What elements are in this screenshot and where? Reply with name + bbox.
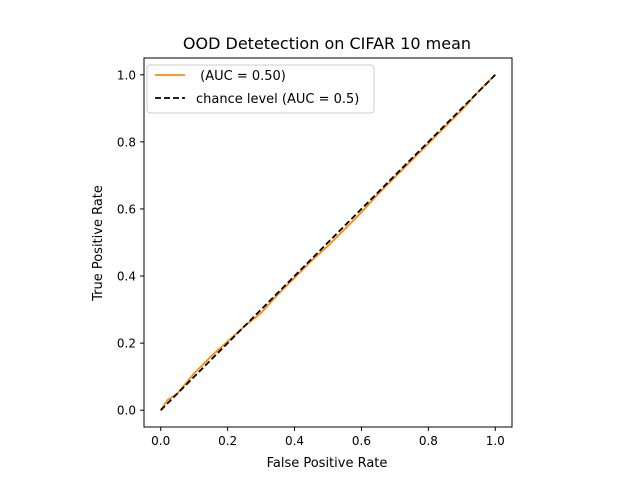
series-line-1 xyxy=(159,74,496,411)
legend-label-series-2: chance level (AUC = 0.5) xyxy=(196,92,359,107)
x-tick-label: 0.2 xyxy=(218,434,237,448)
legend-label-series-1: (AUC = 0.50) xyxy=(196,69,286,84)
plot-area: 0.0 0.2 0.4 0.6 0.8 1.0 0.0 0.2 0.4 0.6 0.8 1.0 xyxy=(117,57,513,448)
chart-title: OOD Detetection on CIFAR 10 mean xyxy=(183,34,471,53)
x-tick-label: 0.0 xyxy=(151,434,170,448)
x-tick-label: 1.0 xyxy=(486,434,505,448)
y-tick-label: 0.8 xyxy=(117,135,136,149)
y-axis-label: True Positive Rate xyxy=(91,185,106,302)
x-axis-label: False Positive Rate xyxy=(267,456,388,471)
x-tick-label: 0.4 xyxy=(285,434,304,448)
x-tick-label: 0.8 xyxy=(419,434,438,448)
legend: (AUC = 0.50) chance level (AUC = 0.5) xyxy=(146,64,375,114)
y-tick-label: 0.2 xyxy=(117,337,136,351)
axes-frame xyxy=(143,57,513,428)
y-tick-label: 0.6 xyxy=(117,202,136,216)
y-tick-label: 0.4 xyxy=(117,270,136,284)
x-tick-label: 0.6 xyxy=(352,434,371,448)
y-tick-label: 1.0 xyxy=(117,68,136,82)
series-line-2 xyxy=(160,74,496,411)
legend-box xyxy=(146,64,375,114)
y-tick-label: 0.0 xyxy=(117,404,136,418)
